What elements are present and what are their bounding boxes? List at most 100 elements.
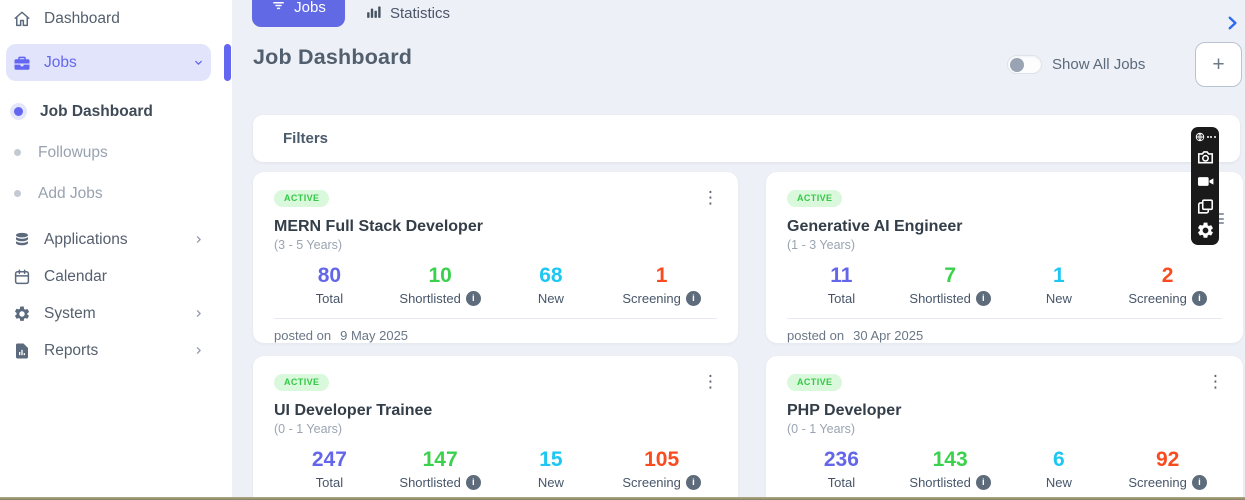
sidebar-item-system[interactable]: System bbox=[6, 295, 211, 332]
status-badge: ACTIVE bbox=[274, 190, 330, 207]
kebab-menu-icon[interactable]: ⋮ bbox=[702, 372, 719, 391]
stat-label: New bbox=[1045, 290, 1072, 306]
tab-statistics-label: Statistics bbox=[390, 5, 451, 22]
sidebar-item-dashboard[interactable]: Dashboard bbox=[6, 0, 211, 38]
stat-cell: 11 Total bbox=[787, 264, 896, 306]
stat-value: 10 bbox=[428, 263, 452, 287]
plus-icon: + bbox=[1212, 52, 1225, 76]
sidebar-item-label: Job Dashboard bbox=[40, 102, 153, 120]
tab-jobs[interactable]: Jobs bbox=[252, 0, 345, 27]
job-experience: (1 - 3 Years) bbox=[787, 237, 856, 252]
sidebar-item-label: Followups bbox=[38, 143, 108, 161]
bullet-icon bbox=[14, 149, 21, 156]
report-icon bbox=[13, 342, 31, 360]
sidebar-item-calendar[interactable]: Calendar bbox=[6, 258, 211, 295]
stat-value: 7 bbox=[944, 263, 956, 287]
stat-label: Total bbox=[315, 474, 344, 490]
capture-toolbar[interactable] bbox=[1191, 127, 1219, 245]
job-posted-row: posted on 9 May 2025 bbox=[274, 317, 717, 343]
sidebar-item-applications[interactable]: Applications bbox=[6, 221, 211, 258]
status-badge: ACTIVE bbox=[787, 374, 843, 391]
stat-value: 247 bbox=[311, 447, 347, 471]
job-card: ACTIVE ⋮ MERN Full Stack Developer (3 - … bbox=[253, 172, 738, 343]
job-experience: (3 - 5 Years) bbox=[274, 237, 343, 252]
stat-cell: 147 Shortlisted i bbox=[385, 448, 496, 490]
sidebar-item-reports[interactable]: Reports bbox=[6, 332, 211, 369]
info-icon[interactable]: i bbox=[685, 290, 701, 306]
stat-value: 6 bbox=[1053, 447, 1065, 471]
kebab-menu-icon[interactable]: ⋮ bbox=[702, 188, 719, 207]
stack-icon bbox=[13, 231, 31, 249]
camera-icon[interactable] bbox=[1196, 148, 1215, 167]
sidebar-item-followups[interactable]: Followups bbox=[0, 132, 232, 173]
filters-expand-chevron-icon[interactable] bbox=[1223, 14, 1241, 32]
stat-cell: 68 New bbox=[496, 264, 607, 306]
stat-cell: 6 New bbox=[1005, 448, 1114, 490]
stat-cell: 105 Screening i bbox=[606, 448, 717, 490]
add-job-button[interactable]: + bbox=[1195, 42, 1242, 87]
kebab-menu-icon[interactable]: ⋮ bbox=[1207, 372, 1224, 391]
sidebar-item-add-jobs[interactable]: Add Jobs bbox=[0, 173, 232, 214]
stat-cell: 236 Total bbox=[787, 448, 896, 490]
info-icon[interactable]: i bbox=[975, 474, 991, 490]
status-badge: ACTIVE bbox=[274, 374, 330, 391]
job-experience: (0 - 1 Years) bbox=[787, 421, 856, 436]
toolbar-drag-grip[interactable] bbox=[1217, 213, 1224, 224]
job-card: ACTIVE ⋮ UI Developer Trainee (0 - 1 Yea… bbox=[253, 356, 738, 500]
info-icon[interactable]: i bbox=[465, 290, 481, 306]
settings-gear-icon[interactable] bbox=[1196, 221, 1215, 240]
stat-label: New bbox=[537, 290, 564, 306]
job-title: MERN Full Stack Developer bbox=[274, 217, 483, 235]
filters-bar[interactable]: Filters bbox=[253, 115, 1240, 162]
bullet-icon bbox=[14, 190, 21, 197]
info-icon[interactable]: i bbox=[1191, 290, 1207, 306]
posted-date: 30 Apr 2025 bbox=[853, 327, 924, 343]
show-all-jobs-label: Show All Jobs bbox=[1052, 56, 1146, 73]
copy-windows-icon[interactable] bbox=[1196, 197, 1215, 216]
chevron-right-icon bbox=[192, 233, 205, 246]
main-content: Jobs Statistics Job Dashboard Show All J… bbox=[232, 0, 1245, 500]
stat-cell: 143 Shortlisted i bbox=[896, 448, 1005, 490]
info-icon[interactable]: i bbox=[975, 290, 991, 306]
job-stats: 80 Total 10 Shortlisted i 68 New 1 Scree… bbox=[274, 264, 717, 306]
posted-label: posted on bbox=[787, 327, 845, 343]
info-icon[interactable]: i bbox=[685, 474, 701, 490]
info-icon[interactable]: i bbox=[465, 474, 481, 490]
job-title: PHP Developer bbox=[787, 401, 902, 419]
stat-cell: 7 Shortlisted i bbox=[896, 264, 1005, 306]
stat-value: 143 bbox=[932, 447, 968, 471]
sidebar-item-job-dashboard[interactable]: Job Dashboard bbox=[0, 91, 232, 132]
filter-icon bbox=[271, 0, 286, 17]
stat-cell: 2 Screening i bbox=[1113, 264, 1222, 306]
sidebar-item-jobs[interactable]: Jobs bbox=[6, 44, 231, 81]
stat-value: 1 bbox=[1053, 263, 1065, 287]
job-stats: 247 Total 147 Shortlisted i 15 New 105 S… bbox=[274, 448, 717, 490]
bullet-icon bbox=[14, 107, 23, 116]
sidebar: Dashboard Jobs Job Dashboard Followups A… bbox=[0, 0, 232, 500]
job-stats: 11 Total 7 Shortlisted i 1 New 2 Screeni… bbox=[787, 264, 1222, 306]
stat-value: 92 bbox=[1155, 447, 1180, 471]
tab-jobs-label: Jobs bbox=[294, 0, 326, 16]
stat-cell: 10 Shortlisted i bbox=[385, 264, 496, 306]
stat-label: Shortlisted bbox=[399, 474, 461, 490]
job-title: UI Developer Trainee bbox=[274, 401, 433, 419]
job-cards-grid: ACTIVE ⋮ MERN Full Stack Developer (3 - … bbox=[253, 172, 1243, 500]
active-indicator bbox=[224, 44, 231, 81]
tab-statistics[interactable]: Statistics bbox=[365, 3, 450, 24]
info-icon[interactable]: i bbox=[1191, 474, 1207, 490]
stat-label: Shortlisted bbox=[909, 290, 971, 306]
stat-value: 1 bbox=[655, 263, 668, 287]
sidebar-nav: Dashboard Jobs Job Dashboard Followups A… bbox=[0, 0, 232, 369]
chevron-right-icon bbox=[192, 307, 205, 320]
bar-chart-icon bbox=[365, 3, 382, 24]
job-card: ACTIVE ⋮ Generative AI Engineer (1 - 3 Y… bbox=[766, 172, 1243, 343]
browser-menu-icon[interactable] bbox=[1195, 132, 1216, 142]
stat-label: Shortlisted bbox=[399, 290, 461, 306]
stat-label: Shortlisted bbox=[909, 474, 971, 490]
stat-label: Screening bbox=[622, 474, 681, 490]
stat-value: 2 bbox=[1161, 263, 1174, 287]
stat-cell: 1 New bbox=[1005, 264, 1114, 306]
show-all-jobs-toggle[interactable] bbox=[1007, 55, 1042, 74]
stat-cell: 15 New bbox=[496, 448, 607, 490]
video-record-icon[interactable] bbox=[1196, 172, 1215, 191]
